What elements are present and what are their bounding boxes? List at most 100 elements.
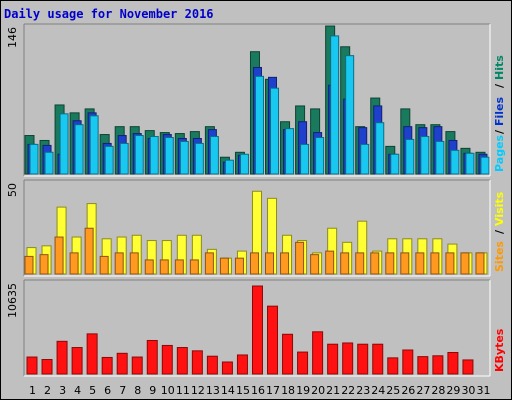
bar-pages-day-13 (209, 136, 219, 175)
bar-pages-day-16 (254, 75, 264, 175)
bar-sites-day-23 (355, 252, 365, 275)
bar-sites-day-5 (84, 227, 94, 275)
bar-kbytes-day-5 (86, 333, 98, 375)
x-tick-label-12: 12 (191, 384, 205, 397)
bar-pages-day-22 (345, 55, 355, 175)
bar-kbytes-day-26 (402, 349, 414, 375)
bar-pages-day-23 (360, 143, 370, 175)
legend-visits: Visits (493, 191, 506, 226)
x-tick-label-28: 28 (431, 384, 445, 397)
x-tick-label-25: 25 (386, 384, 400, 397)
bar-sites-day-15 (234, 257, 244, 275)
bar-sites-day-3 (54, 236, 64, 275)
y-max-label-visits: 50 (6, 183, 19, 197)
x-tick-label-20: 20 (311, 384, 325, 397)
bar-pages-day-2 (44, 151, 54, 175)
x-tick-label-21: 21 (326, 384, 340, 397)
bar-pages-day-1 (29, 143, 39, 175)
bar-pages-day-30 (465, 152, 475, 175)
legend-pages: Pages (493, 134, 506, 172)
bar-sites-day-19 (295, 241, 305, 275)
x-tick-label-6: 6 (104, 384, 111, 397)
x-tick-label-19: 19 (296, 384, 310, 397)
bar-pages-day-29 (450, 149, 460, 175)
bar-pages-day-17 (270, 87, 280, 175)
bar-kbytes-day-10 (161, 344, 173, 375)
bar-sites-day-11 (174, 259, 184, 275)
bar-pages-day-14 (224, 159, 234, 175)
x-tick-label-8: 8 (134, 384, 141, 397)
bar-kbytes-day-8 (131, 356, 143, 375)
bar-kbytes-day-4 (71, 347, 83, 375)
x-tick-label-2: 2 (44, 384, 51, 397)
x-tick-label-23: 23 (356, 384, 370, 397)
bar-pages-day-21 (330, 35, 340, 175)
x-tick-label-26: 26 (401, 384, 415, 397)
x-tick-label-7: 7 (119, 384, 126, 397)
bar-pages-day-15 (239, 153, 249, 175)
bar-sites-day-17 (265, 252, 275, 275)
bar-pages-day-3 (59, 113, 69, 175)
bar-pages-day-24 (375, 122, 385, 175)
bar-sites-day-26 (400, 252, 410, 275)
bar-kbytes-day-30 (462, 359, 474, 375)
bar-pages-day-5 (89, 115, 99, 175)
bar-sites-day-20 (310, 254, 320, 275)
bar-kbytes-day-24 (372, 343, 384, 375)
bar-pages-day-8 (134, 135, 144, 175)
x-tick-label-15: 15 (236, 384, 250, 397)
bar-pages-day-18 (285, 128, 295, 175)
bar-kbytes-day-11 (176, 347, 188, 375)
bar-kbytes-day-29 (447, 351, 459, 375)
bar-sites-day-8 (129, 252, 139, 275)
legend-separator: / (493, 129, 506, 134)
y-max-label-kbytes: 10635 (6, 283, 19, 318)
legend-separator: / (493, 83, 506, 88)
y-max-label-traffic: 146 (6, 27, 19, 48)
bar-kbytes-day-16 (251, 285, 263, 375)
bar-pages-day-12 (194, 142, 204, 175)
bar-sites-day-22 (340, 252, 350, 275)
bar-kbytes-day-19 (297, 351, 309, 375)
legend-sites: Sites (493, 241, 506, 272)
bar-sites-day-14 (219, 257, 229, 275)
x-tick-label-16: 16 (251, 384, 265, 397)
chart-title: Daily usage for November 2016 (4, 7, 214, 21)
bar-kbytes-day-20 (312, 331, 324, 375)
x-tick-label-30: 30 (461, 384, 475, 397)
x-tick-label-5: 5 (89, 384, 96, 397)
bar-kbytes-day-9 (146, 339, 158, 375)
bar-pages-day-27 (420, 136, 430, 175)
bar-kbytes-day-15 (236, 354, 248, 375)
bar-sites-day-13 (204, 252, 214, 275)
bar-pages-day-31 (480, 156, 490, 175)
bar-kbytes-day-23 (357, 343, 369, 375)
bar-kbytes-day-18 (282, 333, 294, 375)
x-tick-label-4: 4 (74, 384, 81, 397)
bar-pages-day-26 (405, 138, 415, 175)
bar-kbytes-day-27 (417, 356, 429, 375)
x-tick-label-29: 29 (446, 384, 460, 397)
x-tick-label-1: 1 (29, 384, 36, 397)
x-tick-label-11: 11 (176, 384, 190, 397)
x-tick-label-17: 17 (266, 384, 280, 397)
bar-kbytes-day-13 (206, 355, 218, 375)
x-tick-label-10: 10 (161, 384, 175, 397)
x-tick-label-14: 14 (221, 384, 235, 397)
bar-pages-day-10 (164, 137, 174, 175)
x-tick-label-22: 22 (341, 384, 355, 397)
bar-sites-day-28 (430, 252, 440, 275)
bar-sites-day-7 (114, 252, 124, 275)
bar-sites-day-30 (460, 252, 470, 275)
legend-files: Files (493, 96, 506, 126)
bar-sites-day-2 (39, 254, 49, 275)
bar-kbytes-day-21 (327, 343, 339, 375)
bar-pages-day-28 (435, 140, 445, 175)
bar-sites-day-10 (159, 259, 169, 275)
bar-sites-day-18 (280, 252, 290, 275)
bar-kbytes-day-6 (101, 356, 113, 375)
bar-sites-day-16 (249, 252, 259, 275)
legend-hits: Hits (493, 55, 506, 80)
bar-sites-day-12 (189, 259, 199, 275)
bar-kbytes-day-3 (56, 340, 68, 375)
